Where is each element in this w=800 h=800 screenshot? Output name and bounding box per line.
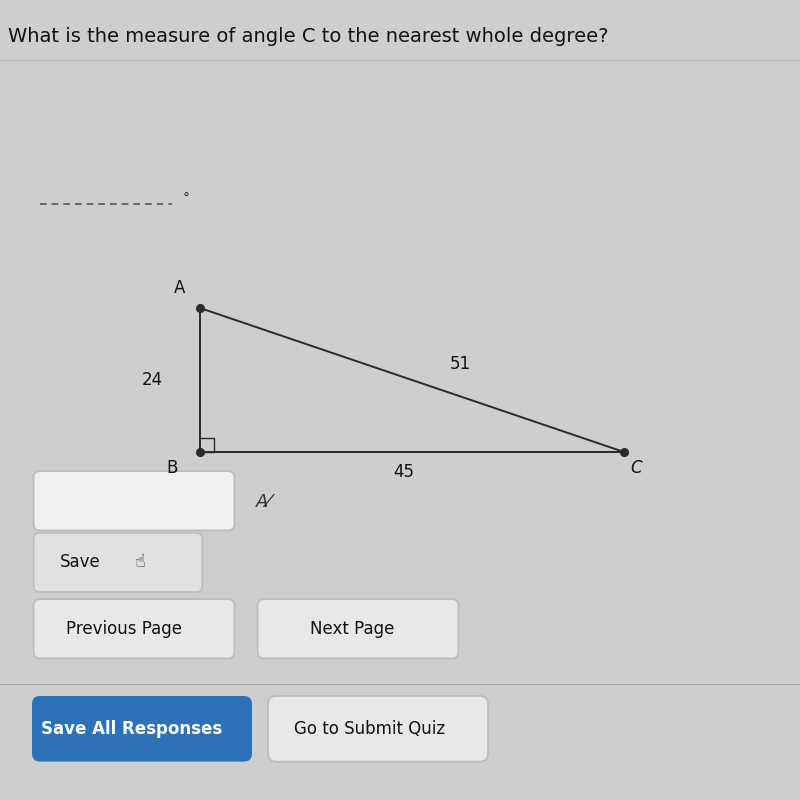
Text: Save: Save — [60, 554, 100, 571]
Text: ☝: ☝ — [134, 554, 146, 571]
Text: 51: 51 — [450, 355, 470, 373]
Text: A⁄: A⁄ — [256, 494, 272, 511]
FancyBboxPatch shape — [34, 599, 234, 658]
FancyBboxPatch shape — [34, 471, 234, 530]
Text: A: A — [174, 279, 186, 297]
FancyBboxPatch shape — [258, 599, 458, 658]
FancyBboxPatch shape — [32, 696, 252, 762]
Text: Go to Submit Quiz: Go to Submit Quiz — [294, 720, 445, 738]
FancyBboxPatch shape — [268, 696, 488, 762]
Text: 45: 45 — [394, 463, 414, 481]
FancyBboxPatch shape — [34, 533, 202, 592]
Text: Save All Responses: Save All Responses — [42, 720, 222, 738]
Text: °: ° — [182, 191, 190, 206]
Text: What is the measure of angle C to the nearest whole degree?: What is the measure of angle C to the ne… — [8, 26, 609, 46]
Text: Previous Page: Previous Page — [66, 620, 182, 638]
Text: C: C — [630, 459, 642, 477]
Text: Next Page: Next Page — [310, 620, 394, 638]
Text: B: B — [166, 459, 178, 477]
Text: 24: 24 — [142, 371, 162, 389]
